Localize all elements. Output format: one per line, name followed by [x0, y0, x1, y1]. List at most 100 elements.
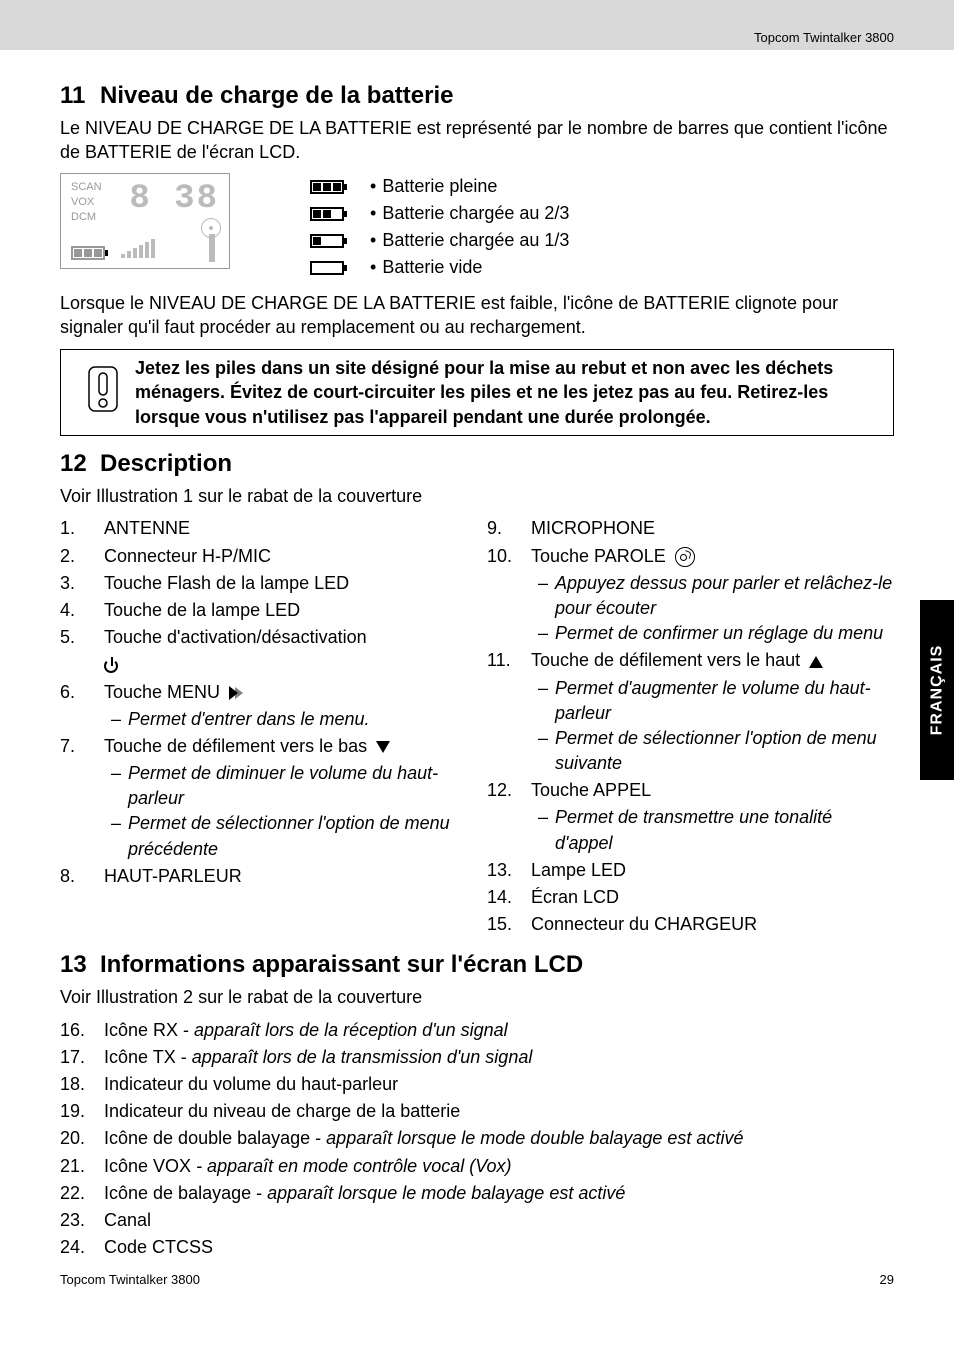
- battery-level-row: •Batterie chargée au 1/3: [310, 227, 894, 254]
- sub-list: –Appuyez dessus pour parler et relâchez-…: [531, 571, 894, 647]
- battery-icon: [310, 173, 370, 200]
- section-11-number: 11: [60, 82, 100, 110]
- footer: Topcom Twintalker 3800 29: [0, 1262, 954, 1287]
- list-item-text: MICROPHONE: [531, 516, 894, 541]
- list-item-number: 9.: [487, 516, 531, 541]
- battery-row: SCAN VOX DCM 8 38 •Batterie pleine•Batte…: [60, 173, 894, 281]
- list-item-number: 21.: [60, 1154, 104, 1179]
- list-item: [60, 652, 467, 677]
- warning-icon: [71, 356, 135, 429]
- power-icon: [104, 659, 118, 673]
- list-item-text: Lampe LED: [531, 858, 894, 883]
- list-item-number: 23.: [60, 1208, 104, 1233]
- list-item-number: 17.: [60, 1045, 104, 1070]
- battery-level-text: •Batterie chargée au 1/3: [370, 227, 569, 254]
- section-13-list: 16.Icône RX - apparaît lors de la récept…: [60, 1018, 894, 1261]
- list-item: 9.MICROPHONE: [487, 516, 894, 541]
- list-item-number: 6.: [60, 680, 104, 705]
- section-13-heading: 13 Informations apparaissant sur l'écran…: [60, 951, 894, 979]
- section-12-columns: 1.ANTENNE2.Connecteur H-P/MIC3.Touche Fl…: [60, 516, 894, 939]
- list-item-text: HAUT-PARLEUR: [104, 864, 467, 889]
- battery-icon: [310, 200, 370, 227]
- section-13-intro: Voir Illustration 2 sur le rabat de la c…: [60, 985, 894, 1009]
- sub-list: –Permet d'entrer dans le menu.: [104, 707, 467, 732]
- battery-level-row: •Batterie pleine: [310, 173, 894, 200]
- list-item-text: Connecteur du CHARGEUR: [531, 912, 894, 937]
- list-item: 2.Connecteur H-P/MIC: [60, 544, 467, 569]
- list-item: 10.Touche PAROLE: [487, 544, 894, 569]
- battery-icon: [310, 227, 370, 254]
- list-item: 21.Icône VOX - apparaît en mode contrôle…: [60, 1154, 894, 1179]
- list-item-text: Touche de la lampe LED: [104, 598, 467, 623]
- warning-box: Jetez les piles dans un site désigné pou…: [60, 349, 894, 436]
- list-item: 1.ANTENNE: [60, 516, 467, 541]
- section-12-title: Description: [100, 450, 232, 478]
- sub-list-item: –Permet d'augmenter le volume du haut-pa…: [531, 676, 894, 726]
- list-item-number: 4.: [60, 598, 104, 623]
- battery-icon: [310, 254, 370, 281]
- sub-list-item: –Permet de transmettre une tonalité d'ap…: [531, 805, 894, 855]
- list-item-text: ANTENNE: [104, 516, 467, 541]
- footer-page-number: 29: [880, 1272, 894, 1287]
- list-item-text: Touche de défilement vers le haut: [531, 648, 894, 673]
- list-item-number: 19.: [60, 1099, 104, 1124]
- list-item: 24.Code CTCSS: [60, 1235, 894, 1260]
- chevron-down-icon: [376, 741, 390, 753]
- list-item-number: 14.: [487, 885, 531, 910]
- sub-list-item: –Appuyez dessus pour parler et relâchez-…: [531, 571, 894, 621]
- list-item: 4.Touche de la lampe LED: [60, 598, 467, 623]
- list-item-number: 5.: [60, 625, 104, 650]
- sub-list-item: –Permet de confirmer un réglage du menu: [531, 621, 894, 646]
- section-12-right-list: 9.MICROPHONE 10.Touche PAROLE –Appuyez de…: [487, 516, 894, 937]
- list-item-text: Touche d'activation/désactivation: [104, 625, 467, 650]
- battery-level-text: •Batterie pleine: [370, 173, 497, 200]
- list-item-number: 20.: [60, 1126, 104, 1151]
- section-13-number: 13: [60, 951, 100, 979]
- page: Topcom Twintalker 3800 FRANÇAIS 11 Nivea…: [0, 0, 954, 1307]
- list-item: 11.Touche de défilement vers le haut: [487, 648, 894, 673]
- list-item: 17.Icône TX - apparaît lors de la transm…: [60, 1045, 894, 1070]
- section-13-title: Informations apparaissant sur l'écran LC…: [100, 951, 583, 979]
- list-item-text: Touche de défilement vers le bas: [104, 734, 467, 759]
- list-item-text: Touche MENU: [104, 680, 467, 705]
- header-product: Topcom Twintalker 3800: [754, 30, 894, 45]
- list-item: 20.Icône de double balayage - apparaît l…: [60, 1126, 894, 1151]
- battery-levels-list: •Batterie pleine•Batterie chargée au 2/3…: [310, 173, 894, 281]
- header-bar: Topcom Twintalker 3800: [0, 0, 954, 50]
- lcd-battery-icon: [71, 246, 105, 260]
- warning-text: Jetez les piles dans un site désigné pou…: [135, 356, 883, 429]
- sub-list: –Permet d'augmenter le volume du haut-pa…: [531, 676, 894, 777]
- content: 11 Niveau de charge de la batterie Le NI…: [0, 50, 954, 1260]
- list-item-number: 22.: [60, 1181, 104, 1206]
- list-item-text: Icône de double balayage - apparaît lors…: [104, 1126, 894, 1151]
- section-11-heading: 11 Niveau de charge de la batterie: [60, 82, 894, 110]
- lcd-signal-bars: [121, 239, 155, 258]
- list-item-text: Écran LCD: [531, 885, 894, 910]
- list-item: 19.Indicateur du niveau de charge de la …: [60, 1099, 894, 1124]
- list-item: 15.Connecteur du CHARGEUR: [487, 912, 894, 937]
- chevron-up-icon: [809, 656, 823, 668]
- list-item: 13.Lampe LED: [487, 858, 894, 883]
- list-item: 3.Touche Flash de la lampe LED: [60, 571, 467, 596]
- section-11-title: Niveau de charge de la batterie: [100, 82, 453, 110]
- list-item-number: 8.: [60, 864, 104, 889]
- list-item-number: 2.: [60, 544, 104, 569]
- list-item-number: 7.: [60, 734, 104, 759]
- list-item-number: 15.: [487, 912, 531, 937]
- sub-list-item: –Permet de diminuer le volume du haut-pa…: [104, 761, 467, 811]
- list-item: 16.Icône RX - apparaît lors de la récept…: [60, 1018, 894, 1043]
- footer-left: Topcom Twintalker 3800: [60, 1272, 200, 1287]
- list-item: 14.Écran LCD: [487, 885, 894, 910]
- sub-list-item: –Permet de sélectionner l'option de menu…: [104, 811, 467, 861]
- list-item-sub-wrap: –Permet de diminuer le volume du haut-pa…: [60, 761, 467, 862]
- list-item: 22.Icône de balayage - apparaît lorsque …: [60, 1181, 894, 1206]
- list-item-number: 1.: [60, 516, 104, 541]
- list-item-text: Icône TX - apparaît lors de la transmiss…: [104, 1045, 894, 1070]
- lcd-digits: 8 38: [129, 180, 219, 218]
- list-item-text: Connecteur H-P/MIC: [104, 544, 467, 569]
- language-tab: FRANÇAIS: [920, 600, 954, 780]
- sub-list: –Permet de diminuer le volume du haut-pa…: [104, 761, 467, 862]
- list-item-text: Touche PAROLE: [531, 544, 894, 569]
- list-item-text: Touche Flash de la lampe LED: [104, 571, 467, 596]
- menu-icon: [229, 686, 245, 700]
